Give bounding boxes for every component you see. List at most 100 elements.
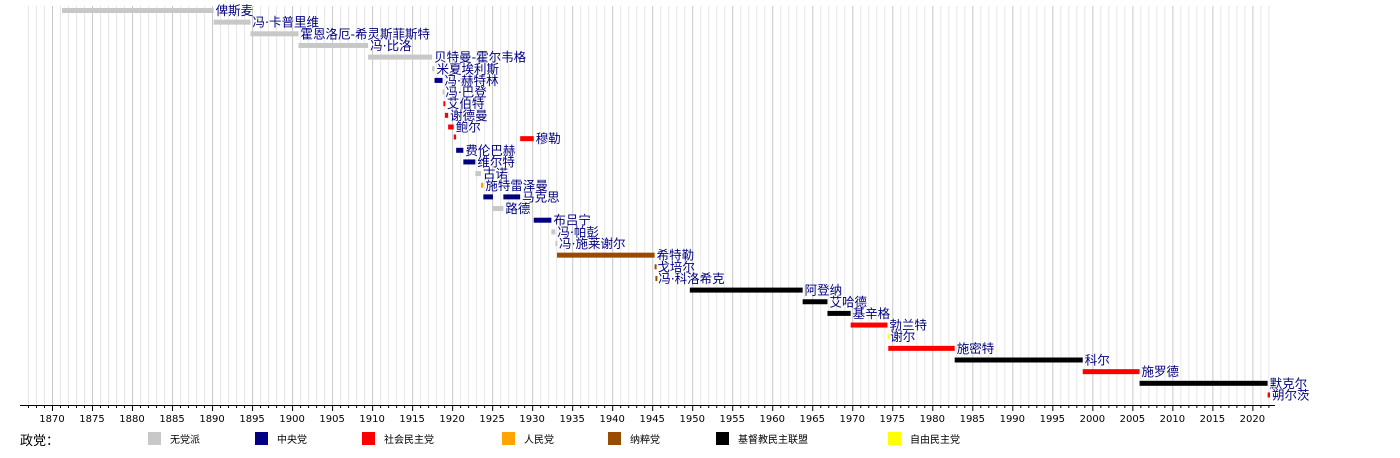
chancellor-label: 贝特曼-霍尔韦格 (434, 50, 527, 65)
x-tick-label: 2015 (1200, 414, 1225, 425)
x-tick-label: 1910 (359, 414, 384, 425)
term-bar (503, 194, 521, 200)
term-bars (62, 8, 1270, 398)
x-tick-label: 1965 (800, 414, 825, 425)
legend-title: 政党： (20, 434, 59, 449)
x-tick-label: 1990 (1000, 414, 1025, 425)
chancellor-label: 冯·帕彭 (557, 224, 599, 239)
x-axis: 1870 1875 1880 1885 1890 1895 1900 1905 1910 1915… (20, 405, 1275, 425)
legend-swatch (888, 432, 901, 445)
chancellor-label: 米夏埃利斯 (437, 61, 500, 76)
term-bar (62, 8, 214, 13)
x-tick-label: 1935 (559, 414, 584, 425)
chancellor-label: 朔尔茨 (1272, 387, 1310, 402)
chancellor-label: 路德 (505, 201, 531, 216)
chancellor-label: 马克思 (522, 189, 560, 204)
chancellor-label: 阿登纳 (805, 283, 843, 298)
x-tick-label: 1960 (760, 414, 785, 425)
term-bar (888, 345, 955, 351)
x-tick-label: 1915 (399, 414, 424, 425)
term-bar (444, 112, 449, 118)
chancellor-label: 维尔特 (477, 154, 515, 169)
legend-swatch (362, 432, 375, 445)
x-tick-label: 1920 (439, 414, 464, 425)
x-tick-label: 1890 (199, 414, 224, 425)
x-tick-label: 1930 (519, 414, 544, 425)
x-tick-label: 1980 (920, 414, 945, 425)
legend-swatch (148, 432, 161, 445)
term-bar (655, 275, 658, 281)
term-bar (480, 182, 484, 188)
x-tick-label: 1900 (279, 414, 304, 425)
legend-swatch (255, 432, 268, 445)
term-bar (551, 229, 556, 235)
term-bar (1267, 392, 1270, 398)
term-bar (556, 252, 655, 258)
x-tick-label: 2010 (1160, 414, 1185, 425)
legend-label: 自由民主党 (910, 433, 960, 446)
chancellor-label: 穆勒 (536, 131, 561, 146)
chancellor-label: 冯·科洛希克 (658, 271, 724, 286)
x-tick-label: 1880 (119, 414, 144, 425)
legend-label: 纳粹党 (630, 433, 660, 446)
term-bar (533, 217, 552, 223)
term-bar (434, 77, 443, 83)
term-bar (250, 31, 299, 37)
chancellor-label: 费伦巴赫 (465, 143, 516, 158)
legend-label: 基督教民主联盟 (738, 433, 808, 446)
x-tick-label: 2020 (1240, 414, 1265, 425)
chancellor-label: 霍恩洛厄-希灵斯菲斯特 (300, 26, 430, 41)
x-tick-label: 1950 (679, 414, 704, 425)
legend-swatch (608, 432, 621, 445)
chancellor-label: 施特雷泽曼 (485, 178, 548, 193)
x-tick-label: 1995 (1040, 414, 1065, 425)
chancellor-label: 古诺 (483, 166, 508, 181)
term-bar (443, 101, 446, 107)
x-tick-label: 1945 (639, 414, 664, 425)
legend-label: 人民党 (524, 433, 554, 446)
party-legend: 政党： 无党派 中央党 社会民主党 人民党 纳粹党 基督教民主联盟 自由民主党 (20, 432, 960, 449)
x-tick-label: 1870 (39, 414, 64, 425)
term-bar (463, 159, 476, 165)
chancellor-label: 施密特 (957, 341, 995, 356)
term-bar (492, 206, 504, 212)
chancellor-label: 希特勒 (657, 248, 695, 263)
term-bar (213, 19, 251, 25)
chancellor-label: 冯·巴登 (445, 85, 487, 100)
chancellor-labels: 俾斯麦冯·卡普里维霍恩洛厄-希灵斯菲斯特冯·比洛贝特曼-霍尔韦格米夏埃利斯冯·赫… (216, 3, 1310, 402)
term-bar (432, 66, 435, 72)
term-bar (827, 310, 851, 316)
x-tick-label: 1955 (720, 414, 745, 425)
chancellor-label: 戈培尔 (657, 259, 695, 274)
term-bar (483, 194, 493, 200)
chancellor-label: 冯·赫特林 (445, 73, 499, 88)
term-bar (1082, 369, 1140, 375)
legend-swatch (716, 432, 729, 445)
chancellor-label: 艾伯特 (447, 96, 485, 111)
x-tick-label: 1925 (479, 414, 504, 425)
chancellor-label: 谢德曼 (450, 108, 488, 123)
legend-swatch (502, 432, 515, 445)
chancellor-label: 冯·比洛 (370, 38, 412, 53)
chancellor-label: 谢尔 (890, 329, 915, 344)
term-bar (520, 136, 534, 142)
x-tick-label: 2000 (1080, 414, 1105, 425)
legend-label: 社会民主党 (384, 433, 434, 446)
x-tick-label: 1970 (840, 414, 865, 425)
term-bar (368, 54, 433, 60)
chancellor-label: 默克尔 (1270, 376, 1308, 391)
chancellor-label: 勃兰特 (889, 318, 927, 333)
term-bar (442, 89, 445, 95)
term-bar (887, 334, 890, 340)
term-bar (453, 134, 457, 140)
term-bar (448, 124, 454, 130)
term-bar (1139, 380, 1268, 386)
chancellor-label: 基辛格 (853, 306, 891, 321)
chancellor-label: 艾哈德 (829, 294, 867, 309)
term-bar (475, 171, 481, 177)
x-tick-label: 1905 (319, 414, 344, 425)
grid-lines (28, 6, 1270, 405)
chancellor-label: 俾斯麦 (216, 3, 254, 18)
x-tick-label: 1875 (79, 414, 104, 425)
